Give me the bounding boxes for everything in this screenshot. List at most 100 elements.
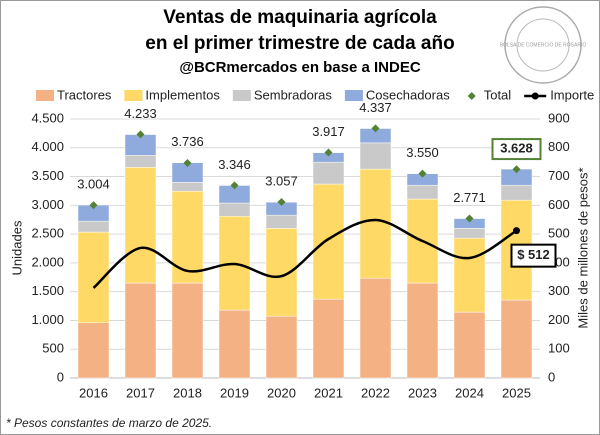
logo-ring: [516, 18, 570, 72]
total-label: 3.057: [265, 173, 298, 188]
y2-tick-label: 500: [548, 226, 570, 241]
chart-title: en el primer trimestre de cada año: [145, 33, 454, 54]
x-tick-label: 2016: [79, 385, 108, 400]
bar-segment: [171, 282, 204, 379]
bar-segment: [124, 155, 157, 168]
bar-segment: [453, 228, 486, 239]
bar-segment: [359, 168, 392, 279]
x-tick-label: 2017: [126, 385, 155, 400]
y-tick-label: 1.000: [31, 312, 64, 327]
x-tick-label: 2019: [220, 385, 249, 400]
y-tick-label: 2.000: [31, 254, 64, 269]
y-tick-label: 3.500: [31, 168, 64, 183]
bar-segment: [453, 237, 486, 313]
logo-ring: [504, 6, 582, 84]
y2-tick-label: 200: [548, 312, 570, 327]
bar-segment: [500, 299, 533, 379]
legend-swatch: [232, 90, 251, 101]
total-label: 2.771: [453, 190, 486, 205]
bar-segment: [265, 214, 298, 229]
importe-line: [92, 218, 518, 289]
total-marker: [418, 169, 427, 178]
bar-segment: [124, 282, 157, 379]
y-tick-label: 4.000: [31, 139, 64, 154]
total-marker: [183, 158, 192, 167]
legend-label: Importe: [550, 87, 594, 102]
bar-segment: [265, 315, 298, 379]
chart-subtitle: @BCRmercados en base a INDEC: [179, 59, 421, 76]
x-tick-label: 2025: [502, 385, 531, 400]
chart-title: Ventas de maquinaria agrícola: [163, 7, 437, 28]
legend-label: Tractores: [57, 87, 112, 102]
legend-swatch: [344, 90, 363, 101]
bar-segment: [77, 322, 110, 379]
total-marker: [230, 181, 239, 190]
total-marker: [89, 201, 98, 210]
bar-segment: [500, 184, 533, 201]
total-marker: [465, 214, 474, 223]
total-marker: [136, 130, 145, 139]
importe-label: $ 512: [517, 247, 550, 262]
bar-segment: [312, 298, 345, 379]
bar-segment: [453, 311, 486, 379]
bar-segment: [406, 282, 439, 379]
legend-swatch: [124, 90, 143, 101]
y2-tick-label: 600: [548, 197, 570, 212]
legend-swatch: [36, 90, 54, 101]
bar-segment: [312, 183, 345, 300]
importe-point: [513, 227, 520, 235]
x-tick-label: 2023: [408, 385, 437, 400]
x-tick-label: 2024: [455, 385, 484, 400]
y2-tick-label: 800: [548, 139, 570, 154]
total-label: 4.337: [359, 100, 392, 115]
total-label: 3.628: [500, 141, 533, 156]
total-label: 3.346: [218, 157, 251, 172]
total-label: 3.550: [406, 145, 439, 160]
legend-swatch: [467, 92, 476, 100]
y2-tick-label: 900: [548, 110, 570, 125]
y2-tick-label: 700: [548, 168, 570, 183]
total-marker: [277, 198, 286, 207]
footnote: * Pesos constantes de marzo de 2025.: [6, 416, 212, 430]
label-box: [510, 243, 557, 268]
bar-segment: [265, 228, 298, 317]
y-tick-label: 4.500: [31, 110, 64, 125]
legend-label: Sembradoras: [254, 87, 333, 102]
bar-segment: [218, 202, 251, 217]
legend-label: Cosechadoras: [366, 87, 450, 102]
legend-label: Total: [484, 87, 512, 102]
bar-segment: [359, 142, 392, 170]
bar-segment: [124, 167, 157, 284]
bar-segment: [218, 309, 251, 379]
y2-tick-label: 100: [548, 341, 570, 356]
total-marker: [324, 148, 333, 157]
legend-label: Implementos: [145, 87, 220, 102]
total-marker: [371, 124, 380, 133]
legend-swatch: [531, 92, 539, 100]
total-label: 3.736: [171, 134, 204, 149]
x-tick-label: 2020: [267, 385, 296, 400]
y2-tick-label: 300: [548, 283, 570, 298]
bar-segment: [312, 161, 345, 185]
y-tick-label: 3.000: [31, 197, 64, 212]
x-tick-label: 2021: [314, 385, 343, 400]
y2-tick-label: 0: [548, 369, 555, 384]
total-label: 4.233: [124, 106, 157, 121]
y2-axis-label: Miles de millones de pesos*: [575, 167, 590, 328]
y-tick-label: 500: [42, 341, 64, 356]
y-tick-label: 0: [57, 369, 64, 384]
total-marker: [512, 165, 521, 174]
bar-segment: [77, 220, 110, 233]
logo: BOLSA DE COMERCIO DE ROSARIO: [500, 6, 587, 84]
logo-text: BOLSA DE COMERCIO DE ROSARIO: [500, 42, 587, 48]
bar-segment: [171, 182, 204, 192]
x-tick-label: 2018: [173, 385, 202, 400]
bar-segment: [359, 277, 392, 379]
total-label: 3.917: [312, 124, 345, 139]
total-label: 3.004: [77, 176, 110, 191]
highlight-box: [491, 138, 542, 161]
y-tick-label: 1.500: [31, 283, 64, 298]
bar-segment: [171, 190, 204, 284]
